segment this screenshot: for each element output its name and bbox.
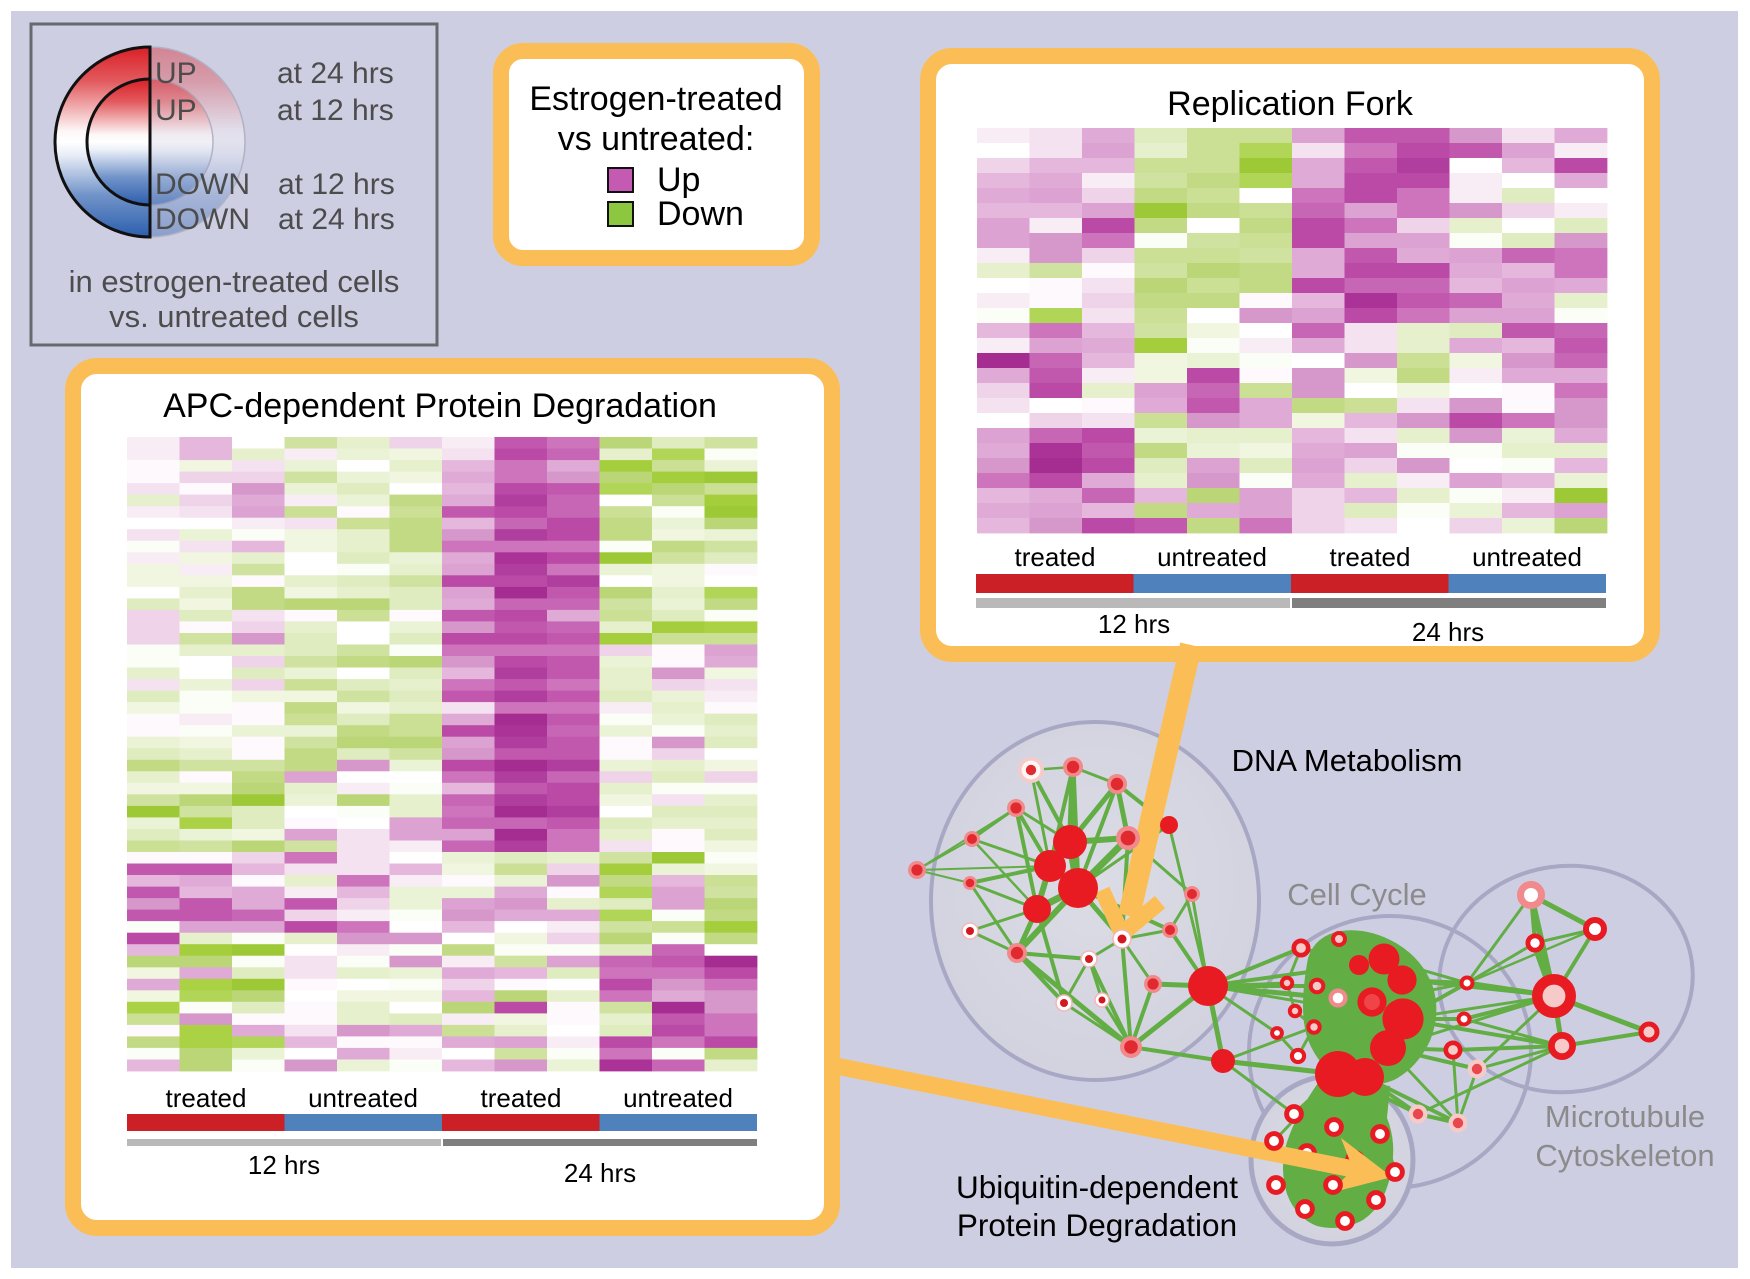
svg-text:DOWN: DOWN — [155, 168, 250, 201]
svg-text:Microtubule: Microtubule — [1545, 1099, 1705, 1134]
svg-text:Protein Degradation: Protein Degradation — [957, 1207, 1237, 1243]
svg-text:in estrogen-treated cells: in estrogen-treated cells — [69, 264, 400, 299]
svg-text:DOWN: DOWN — [155, 203, 250, 236]
svg-text:Up: Up — [657, 161, 700, 199]
svg-text:Ubiquitin-dependent: Ubiquitin-dependent — [956, 1169, 1238, 1205]
svg-text:at 24 hrs: at 24 hrs — [278, 203, 395, 236]
svg-text:treated: treated — [1330, 542, 1411, 572]
svg-text:DNA Metabolism: DNA Metabolism — [1232, 743, 1463, 778]
svg-text:treated: treated — [481, 1083, 562, 1113]
svg-text:untreated: untreated — [308, 1083, 418, 1113]
svg-text:untreated: untreated — [1157, 542, 1267, 572]
svg-text:Cytoskeleton: Cytoskeleton — [1535, 1138, 1714, 1173]
svg-text:APC-dependent Protein Degradat: APC-dependent Protein Degradation — [163, 387, 717, 425]
svg-text:12 hrs: 12 hrs — [1098, 609, 1170, 639]
svg-text:12 hrs: 12 hrs — [248, 1150, 320, 1180]
svg-text:24 hrs: 24 hrs — [564, 1158, 636, 1188]
svg-text:24 hrs: 24 hrs — [1412, 617, 1484, 647]
svg-text:Estrogen-treated: Estrogen-treated — [529, 80, 782, 118]
svg-text:UP: UP — [155, 94, 197, 127]
svg-text:UP: UP — [155, 57, 197, 90]
svg-text:at 12 hrs: at 12 hrs — [278, 168, 395, 201]
svg-text:Replication Fork: Replication Fork — [1167, 85, 1414, 123]
svg-text:Down: Down — [657, 195, 744, 233]
svg-text:at 12 hrs: at 12 hrs — [277, 94, 394, 127]
svg-text:treated: treated — [1015, 542, 1096, 572]
svg-text:untreated: untreated — [1472, 542, 1582, 572]
svg-text:vs untreated:: vs untreated: — [558, 120, 755, 158]
svg-text:treated: treated — [166, 1083, 247, 1113]
svg-text:vs. untreated cells: vs. untreated cells — [109, 299, 359, 334]
svg-text:untreated: untreated — [623, 1083, 733, 1113]
svg-text:at 24 hrs: at 24 hrs — [277, 57, 394, 90]
svg-text:Cell Cycle: Cell Cycle — [1287, 877, 1427, 912]
